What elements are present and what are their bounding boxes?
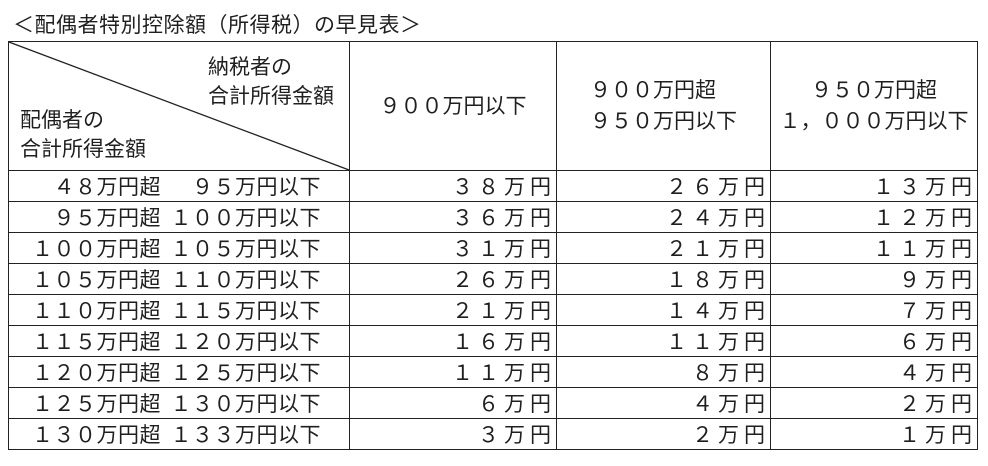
table-row: １２０万円超 １２５万円以下 １１万円 ８万円 ４万円	[8, 356, 978, 388]
range-to: １１５万円以下	[170, 299, 321, 323]
deduction-value-cell: ２６万円	[349, 263, 557, 295]
deduction-value-cell: ３万円	[349, 418, 557, 450]
deduction-value-cell: ６万円	[770, 325, 978, 357]
deduction-value-cell: １１万円	[556, 325, 771, 357]
deduction-value-cell: １万円	[770, 418, 978, 450]
taxpayer-axis-line2: 合計所得金額	[208, 84, 334, 108]
spouse-income-axis-label: 配偶者の 合計所得金額	[20, 106, 146, 164]
range-from: １００万円超	[32, 237, 161, 261]
deduction-value-cell: １３万円	[770, 170, 978, 202]
deduction-value-cell: ２万円	[556, 418, 771, 450]
range-from: １２５万円超	[32, 392, 161, 416]
table-row: １０５万円超 １１０万円以下 ２６万円 １８万円 ９万円	[8, 263, 978, 295]
spouse-income-range-cell: １２０万円超 １２５万円以下	[8, 356, 350, 388]
table-row: ４８万円超 ９５万円以下 ３８万円 ２６万円 １３万円	[8, 170, 978, 202]
range-from: １１０万円超	[32, 299, 161, 323]
taxpayer-income-axis-label: 納税者の 合計所得金額	[208, 53, 334, 111]
spouse-income-range-cell: １３０万円超 １３３万円以下	[8, 418, 350, 450]
deduction-value-cell: ７万円	[770, 294, 978, 326]
page-title: ＜配偶者特別控除額（所得税）の早見表＞	[13, 13, 422, 37]
range-to: １３３万円以下	[170, 423, 321, 447]
range-from: １０５万円超	[32, 268, 161, 292]
deduction-value-cell: ４万円	[556, 387, 771, 419]
diagonal-divider-line	[9, 42, 349, 170]
deduction-value-cell: １４万円	[556, 294, 771, 326]
deduction-value-cell: ２万円	[770, 387, 978, 419]
table-row: １１５万円超 １２０万円以下 １６万円 １１万円 ６万円	[8, 325, 978, 357]
range-to: １１０万円以下	[170, 268, 321, 292]
deduction-value-cell: ３１万円	[349, 232, 557, 264]
range-from: ９５万円超	[53, 206, 161, 230]
spouse-income-range-cell: １１０万円超 １１５万円以下	[8, 294, 350, 326]
column-header-text: ９００万円超 ９５０万円以下	[590, 78, 737, 133]
deduction-value-cell: ３８万円	[349, 170, 557, 202]
deduction-value-cell: ２１万円	[556, 232, 771, 264]
deduction-value-cell: １１万円	[770, 232, 978, 264]
column-header-950-to-1000: ９５０万円超 １，０００万円以下	[770, 41, 978, 171]
deduction-value-cell: ３６万円	[349, 201, 557, 233]
table-row: ９５万円超 １００万円以下 ３６万円 ２４万円 １２万円	[8, 201, 978, 233]
spouse-income-range-cell: １２５万円超 １３０万円以下	[8, 387, 350, 419]
range-from: １３０万円超	[32, 423, 161, 447]
range-from: １２０万円超	[32, 361, 161, 385]
spouse-axis-line1: 配偶者の	[20, 108, 104, 132]
column-header-text: ９００万円以下	[379, 93, 527, 118]
deduction-value-cell: １２万円	[770, 201, 978, 233]
table-row: １１０万円超 １１５万円以下 ２１万円 １４万円 ７万円	[8, 294, 978, 326]
spouse-income-range-cell: １１５万円超 １２０万円以下	[8, 325, 350, 357]
range-to: １３０万円以下	[170, 392, 321, 416]
spouse-income-range-cell: １００万円超 １０５万円以下	[8, 232, 350, 264]
deduction-value-cell: １１万円	[349, 356, 557, 388]
deduction-value-cell: ２１万円	[349, 294, 557, 326]
deduction-value-cell: １８万円	[556, 263, 771, 295]
column-header-900-or-less: ９００万円以下	[349, 41, 557, 171]
spouse-income-range-cell: １０５万円超 １１０万円以下	[8, 263, 350, 295]
deduction-table: 納税者の 合計所得金額 配偶者の 合計所得金額 ９００万円以下 ９００万円超 ９…	[8, 41, 978, 450]
range-from: ４８万円超	[53, 175, 161, 199]
deduction-value-cell: ６万円	[349, 387, 557, 419]
range-to: １０５万円以下	[170, 237, 321, 261]
deduction-value-cell: １６万円	[349, 325, 557, 357]
range-to: ９５万円以下	[192, 175, 321, 199]
deduction-value-cell: ２６万円	[556, 170, 771, 202]
spouse-income-range-cell: ９５万円超 １００万円以下	[8, 201, 350, 233]
deduction-value-cell: ９万円	[770, 263, 978, 295]
taxpayer-axis-line1: 納税者の	[208, 55, 292, 79]
deduction-value-cell: ４万円	[770, 356, 978, 388]
spouse-income-range-cell: ４８万円超 ９５万円以下	[8, 170, 350, 202]
range-to: １２０万円以下	[170, 330, 321, 354]
range-from: １１５万円超	[32, 330, 161, 354]
table-row: １００万円超 １０５万円以下 ３１万円 ２１万円 １１万円	[8, 232, 978, 264]
deduction-value-cell: ２４万円	[556, 201, 771, 233]
header-row: 納税者の 合計所得金額 配偶者の 合計所得金額 ９００万円以下 ９００万円超 ９…	[8, 41, 978, 171]
column-header-900-to-950: ９００万円超 ９５０万円以下	[556, 41, 771, 171]
table-row: １３０万円超 １３３万円以下 ３万円 ２万円 １万円	[8, 418, 978, 450]
spouse-axis-line2: 合計所得金額	[20, 137, 146, 161]
column-header-text: ９５０万円超 １，０００万円以下	[779, 78, 969, 133]
table-row: １２５万円超 １３０万円以下 ６万円 ４万円 ２万円	[8, 387, 978, 419]
corner-header-cell: 納税者の 合計所得金額 配偶者の 合計所得金額	[8, 41, 350, 171]
range-to: １２５万円以下	[170, 361, 321, 385]
range-to: １００万円以下	[170, 206, 321, 230]
deduction-value-cell: ８万円	[556, 356, 771, 388]
